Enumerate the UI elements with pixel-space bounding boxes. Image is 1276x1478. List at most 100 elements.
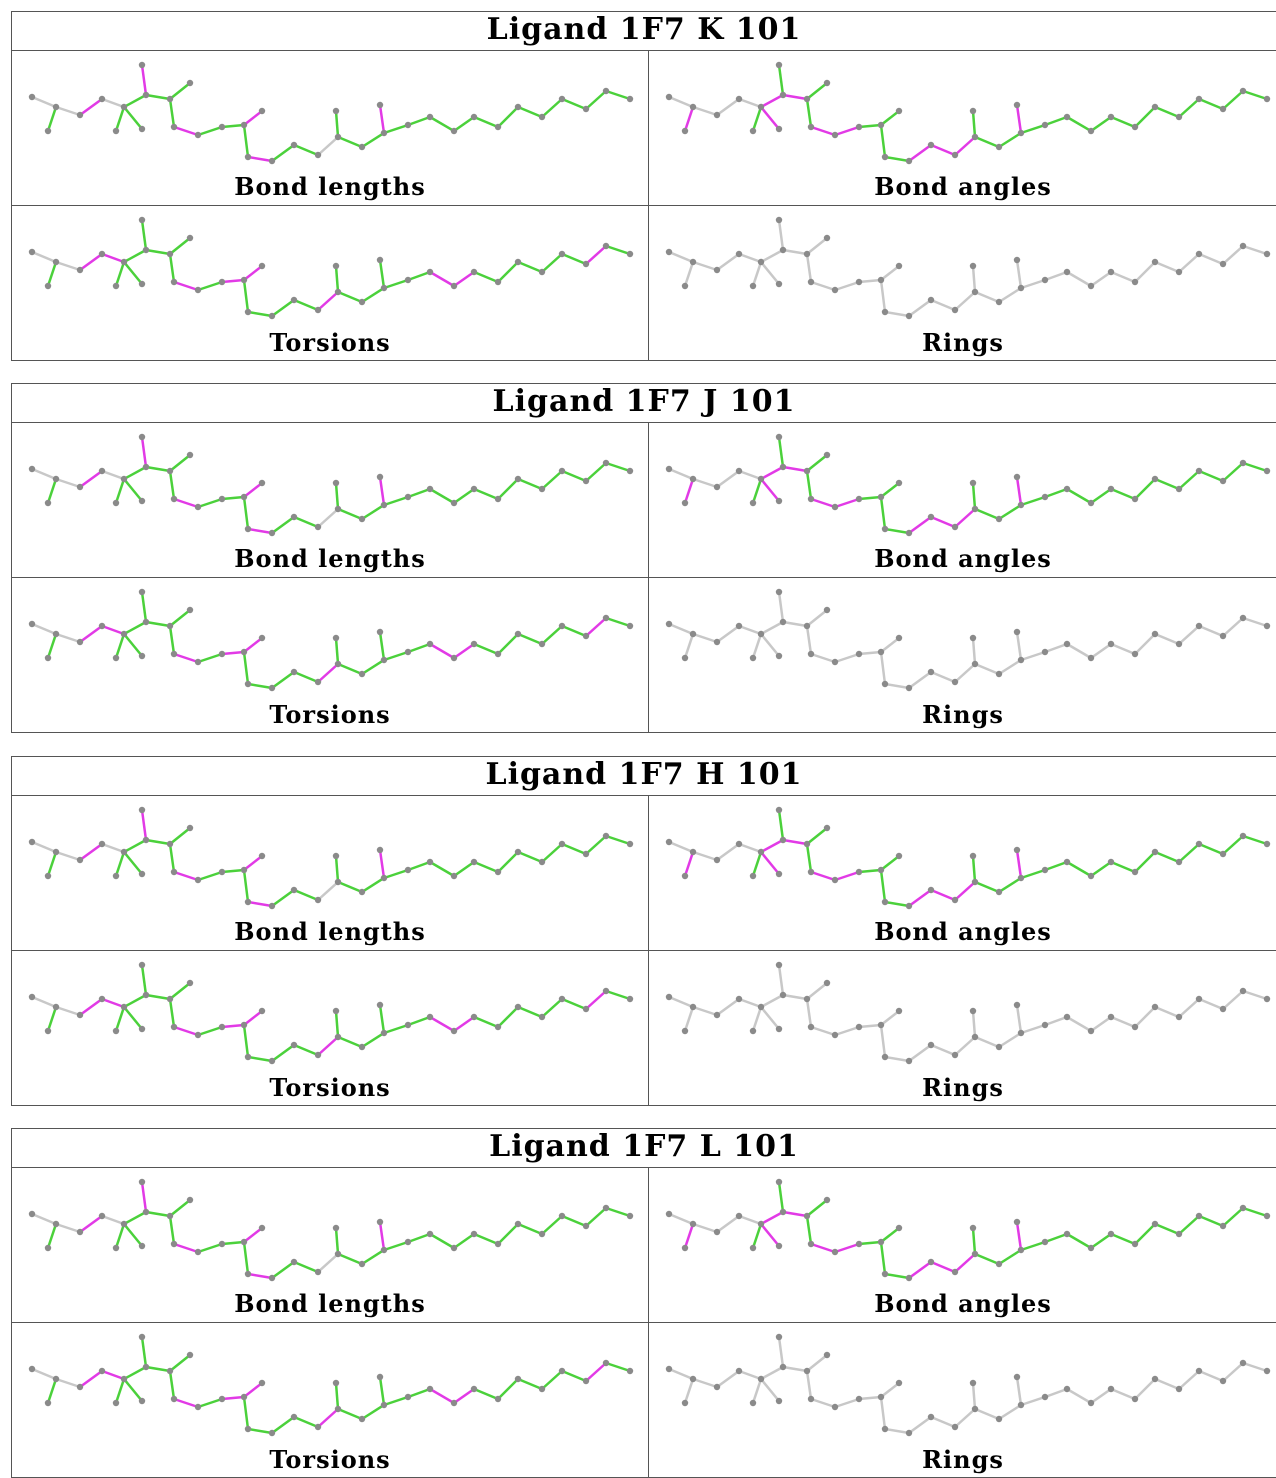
atom-node — [775, 588, 783, 596]
bond-line — [497, 478, 519, 500]
atom-node — [831, 658, 839, 666]
atom-node — [927, 141, 935, 149]
atom-node — [138, 280, 146, 288]
atom-node — [951, 1268, 959, 1276]
bond-line — [1020, 1023, 1046, 1035]
bond-line — [1066, 270, 1092, 288]
atom-node — [166, 840, 174, 848]
atom-node — [735, 840, 743, 848]
bond-line — [884, 155, 910, 163]
bond-line — [101, 624, 125, 636]
bond-line — [169, 237, 191, 255]
bond-line — [123, 478, 143, 502]
bond-angles-panel: Bond angles — [649, 796, 1276, 951]
bond-line — [243, 855, 263, 871]
bond-line — [517, 1377, 543, 1391]
atom-node — [877, 1238, 885, 1246]
bond-line — [473, 1015, 499, 1029]
atom-node — [665, 838, 673, 846]
bond-line — [497, 106, 519, 128]
atom-node — [831, 286, 839, 294]
bond-line — [971, 1227, 977, 1255]
bond-line — [337, 507, 363, 521]
torsions-panel: Torsions — [12, 206, 649, 361]
atom-node — [995, 1260, 1003, 1268]
bond-line — [1134, 633, 1156, 655]
atom-node — [514, 258, 522, 266]
bond-line — [1090, 642, 1112, 660]
atom-node — [775, 497, 783, 505]
panel-label: Rings — [922, 328, 1004, 357]
bond-line — [334, 1227, 340, 1255]
atom-node — [803, 840, 811, 848]
bond-line — [782, 993, 808, 1001]
atom-node — [582, 1222, 590, 1230]
bond-line — [760, 1378, 780, 1402]
panel-label: Bond angles — [874, 1289, 1052, 1318]
atom-node — [927, 1258, 935, 1266]
bond-line — [880, 1227, 900, 1243]
atom-node — [1131, 278, 1139, 286]
atom-node — [1087, 1027, 1095, 1035]
bond-line — [1066, 1015, 1092, 1033]
atom-node — [138, 216, 146, 224]
atom-node — [218, 868, 226, 876]
atom-node — [244, 525, 252, 533]
atom-node — [969, 479, 977, 487]
bond-line — [429, 487, 455, 505]
atom-node — [380, 1029, 388, 1037]
bond-line — [55, 1222, 81, 1234]
atom-node — [244, 1425, 252, 1433]
bond-line — [971, 637, 977, 665]
atom-node — [775, 1333, 783, 1341]
atom-node — [380, 656, 388, 664]
atom-node — [404, 1393, 412, 1401]
atom-node — [881, 153, 889, 161]
atom-node — [332, 634, 340, 642]
bond-line — [197, 1397, 223, 1409]
atom-node — [665, 1365, 673, 1373]
atom-node — [170, 1023, 178, 1031]
atom-node — [881, 1053, 889, 1061]
atom-node — [120, 1003, 128, 1011]
atom-node — [558, 840, 566, 848]
bond-line — [1044, 487, 1068, 499]
atom-node — [855, 123, 863, 131]
atom-node — [995, 1415, 1003, 1423]
bond-line — [760, 1006, 780, 1030]
bond-line — [541, 98, 563, 118]
bond-line — [880, 1010, 900, 1026]
atom-node — [1195, 250, 1203, 258]
atom-node — [332, 262, 340, 270]
atom-node — [1219, 260, 1227, 268]
atom-node — [142, 246, 150, 254]
atom-node — [376, 101, 384, 109]
atom-node — [681, 499, 689, 507]
bond-line — [751, 261, 763, 287]
bond-line — [243, 1227, 263, 1243]
bond-line — [361, 658, 385, 676]
atom-node — [757, 1220, 765, 1228]
atom-node — [380, 874, 388, 882]
atom-node — [142, 991, 150, 999]
atom-node — [1063, 485, 1071, 493]
bond-line — [806, 982, 828, 1000]
molecule-diagram — [28, 1178, 634, 1282]
atom-node — [404, 866, 412, 874]
atom-node — [1107, 858, 1115, 866]
atom-node — [380, 129, 388, 137]
atom-node — [665, 620, 673, 628]
atom-node — [76, 1011, 84, 1019]
bond-line — [908, 1043, 932, 1063]
bond-line — [145, 465, 171, 473]
bond-line — [1242, 834, 1268, 846]
bond-line — [123, 1365, 147, 1381]
bond-line — [407, 1232, 431, 1244]
bond-line — [884, 900, 910, 908]
bond-line — [271, 888, 295, 908]
atom-node — [98, 995, 106, 1003]
bond-line — [1154, 1377, 1180, 1391]
atom-node — [450, 499, 458, 507]
atom-node — [1041, 276, 1049, 284]
atom-node — [951, 1423, 959, 1431]
